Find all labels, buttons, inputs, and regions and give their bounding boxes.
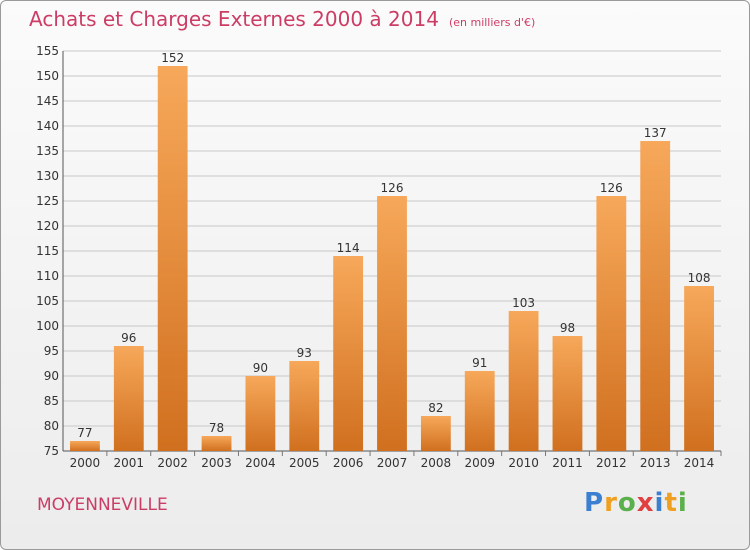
- bar: [245, 376, 276, 451]
- y-tick-label: 80: [44, 419, 59, 433]
- data-label: 152: [161, 51, 184, 65]
- y-tick-label: 120: [36, 219, 59, 233]
- x-tick-label: 2007: [377, 456, 408, 470]
- x-tick-label: 2012: [596, 456, 627, 470]
- bar: [70, 441, 100, 451]
- bar: [596, 196, 627, 451]
- commune-name: MOYENNEVILLE: [37, 495, 168, 515]
- x-tick-label: 2010: [508, 456, 539, 470]
- x-tick-label: 2002: [157, 456, 188, 470]
- x-tick-label: 2008: [421, 456, 452, 470]
- data-label: 82: [428, 401, 443, 415]
- chart-title: Achats et Charges Externes 2000 à 2014 (e…: [29, 7, 535, 31]
- y-tick-label: 125: [36, 194, 59, 208]
- y-tick-label: 135: [36, 144, 59, 158]
- data-label: 90: [253, 361, 268, 375]
- data-label: 103: [512, 296, 535, 310]
- x-tick-label: 2013: [640, 456, 671, 470]
- y-tick-label: 75: [44, 444, 59, 458]
- logo-letter: P: [584, 488, 605, 518]
- logo-letter: r: [604, 488, 618, 518]
- data-label: 91: [472, 356, 487, 370]
- x-tick-label: 2006: [333, 456, 364, 470]
- x-tick-label: 2005: [289, 456, 320, 470]
- y-tick-label: 90: [44, 369, 59, 383]
- bar: [508, 311, 539, 451]
- x-tick-label: 2001: [114, 456, 145, 470]
- y-tick-label: 115: [36, 244, 59, 258]
- y-tick-label: 105: [36, 294, 59, 308]
- x-tick-label: 2000: [70, 456, 101, 470]
- x-tick-label: 2014: [684, 456, 715, 470]
- y-tick-label: 140: [36, 119, 59, 133]
- data-label: 137: [644, 126, 667, 140]
- bar: [201, 436, 232, 451]
- bar: [684, 286, 714, 451]
- bar: [377, 196, 407, 451]
- data-label: 77: [77, 426, 92, 440]
- x-tick-label: 2009: [464, 456, 495, 470]
- y-tick-label: 110: [36, 269, 59, 283]
- logo-letter: i: [677, 488, 688, 518]
- data-label: 96: [121, 331, 136, 345]
- title-text: Achats et Charges Externes 2000 à 2014: [29, 7, 439, 31]
- y-tick-label: 150: [36, 69, 59, 83]
- data-label: 108: [688, 271, 711, 285]
- y-tick-label: 155: [36, 44, 59, 58]
- bar: [420, 416, 451, 451]
- bar: [289, 361, 320, 451]
- y-tick-label: 85: [44, 394, 59, 408]
- bar: [552, 336, 583, 451]
- bar: [157, 66, 188, 451]
- bar: [640, 141, 671, 451]
- y-tick-label: 100: [36, 319, 59, 333]
- logo-letter: t: [664, 488, 678, 518]
- logo-letter: o: [617, 488, 637, 518]
- data-label: 126: [600, 181, 623, 195]
- bar: [333, 256, 364, 451]
- data-label: 78: [209, 421, 224, 435]
- data-label: 93: [297, 346, 312, 360]
- y-tick-label: 95: [44, 344, 59, 358]
- x-tick-label: 2004: [245, 456, 276, 470]
- bar: [113, 346, 144, 451]
- data-label: 126: [381, 181, 404, 195]
- x-tick-label: 2003: [201, 456, 232, 470]
- data-label: 98: [560, 321, 575, 335]
- logo-letter: x: [636, 488, 655, 518]
- x-tick-label: 2011: [552, 456, 583, 470]
- proxiti-logo: Proxiti: [584, 488, 688, 518]
- y-tick-label: 130: [36, 169, 59, 183]
- y-tick-label: 145: [36, 94, 59, 108]
- bar: [464, 371, 495, 451]
- unit-text: (en milliers d'€): [448, 16, 536, 29]
- logo-letter: i: [654, 488, 665, 518]
- data-label: 114: [337, 241, 360, 255]
